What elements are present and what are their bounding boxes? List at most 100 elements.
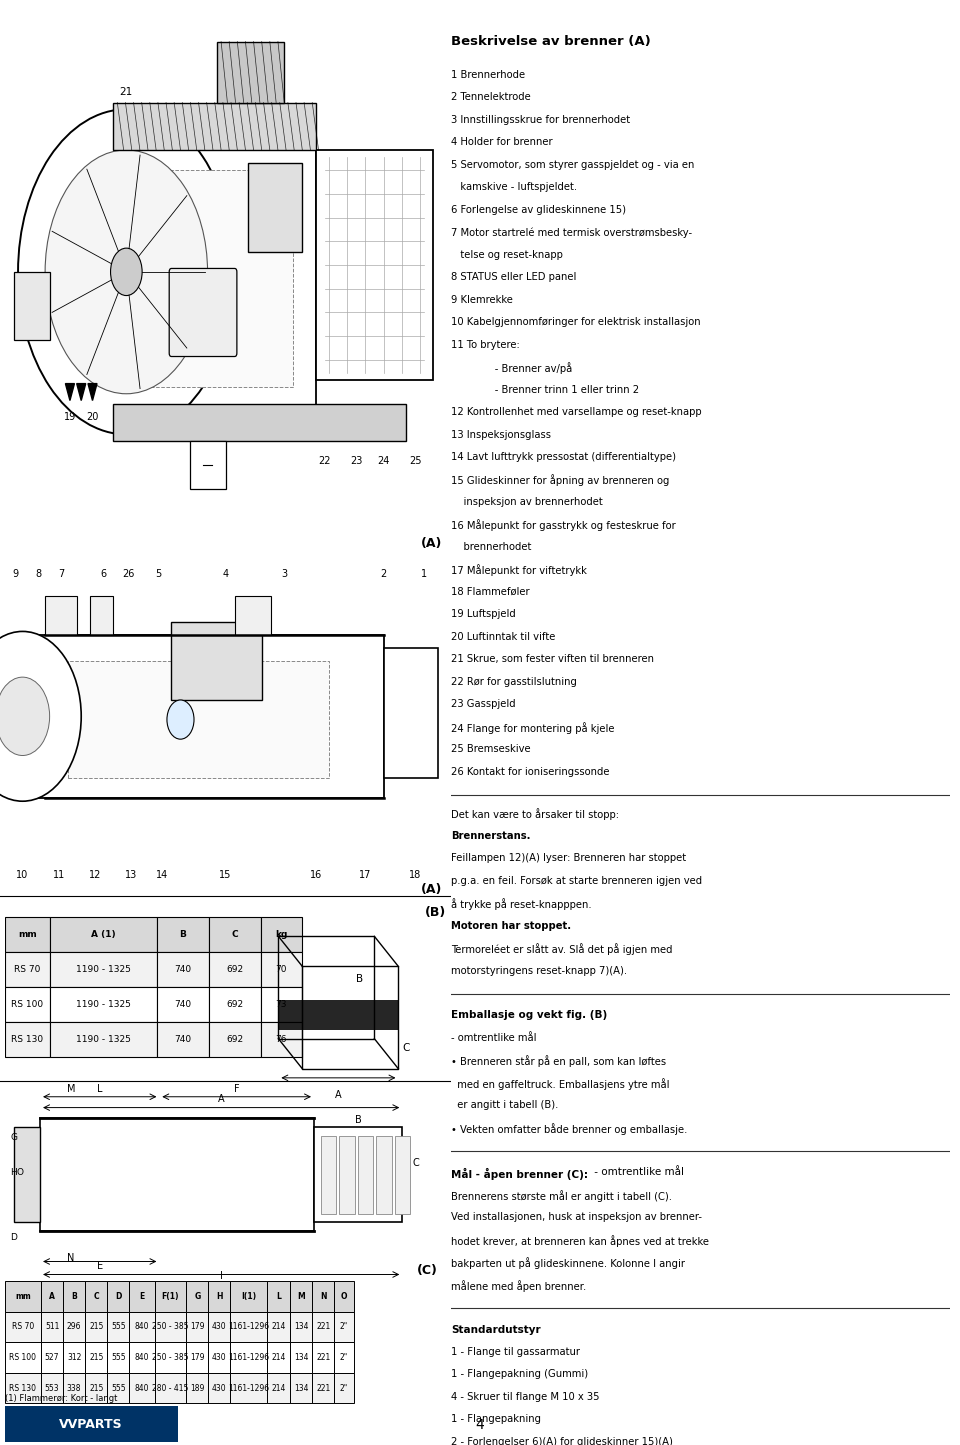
Circle shape (18, 110, 234, 435)
Text: (A): (A) (420, 536, 443, 549)
Text: I: I (220, 1270, 223, 1280)
Text: 73: 73 (276, 1000, 287, 1009)
Bar (267, 1373, 290, 1403)
Text: 25: 25 (409, 457, 421, 467)
Bar (155, 1373, 186, 1403)
Text: 179: 179 (190, 1353, 204, 1363)
Bar (50, 987, 156, 1022)
Text: Motoren har stoppet.: Motoren har stoppet. (451, 920, 571, 931)
Bar (85, 1282, 108, 1312)
Text: O: O (341, 1292, 348, 1300)
Text: 214: 214 (272, 1353, 286, 1363)
Text: 430: 430 (212, 1353, 227, 1363)
Text: 3: 3 (281, 569, 287, 579)
Text: 22: 22 (319, 457, 331, 467)
Text: 9 Klemrekke: 9 Klemrekke (451, 295, 513, 305)
Text: 555: 555 (111, 1383, 126, 1393)
Text: N: N (67, 1253, 75, 1263)
Text: Feillampen 12)(A) lyser: Brenneren har stoppet: Feillampen 12)(A) lyser: Brenneren har s… (451, 854, 686, 864)
Text: hodet krever, at brenneren kan åpnes ved at trekke: hodet krever, at brenneren kan åpnes ved… (451, 1235, 709, 1247)
Text: (C): (C) (417, 1264, 438, 1277)
Circle shape (0, 678, 50, 756)
Text: 25 Bremseskive: 25 Bremseskive (451, 744, 531, 754)
Bar (90, 595, 113, 634)
Polygon shape (77, 383, 85, 400)
Text: 16: 16 (310, 870, 322, 880)
Text: - omtrentlike mål: - omtrentlike mål (451, 1033, 537, 1043)
Text: 1 Brennerhode: 1 Brennerhode (451, 69, 525, 79)
Bar (5, 1342, 41, 1373)
Text: A: A (218, 1094, 225, 1104)
Text: 179: 179 (190, 1322, 204, 1331)
Text: 17: 17 (359, 870, 372, 880)
Text: 6: 6 (101, 569, 107, 579)
Text: telse og reset-knapp: telse og reset-knapp (451, 250, 564, 260)
Text: å trykke på reset-knapppen.: å trykke på reset-knapppen. (451, 899, 591, 910)
Text: 14: 14 (156, 870, 169, 880)
Text: 2: 2 (380, 569, 387, 579)
Text: 23: 23 (350, 457, 363, 467)
Text: - Brenner av/på: - Brenner av/på (451, 363, 572, 374)
Text: 280 - 415: 280 - 415 (153, 1383, 188, 1393)
Text: 3 Innstillingsskrue for brennerhodet: 3 Innstillingsskrue for brennerhodet (451, 116, 631, 124)
Bar (230, 1373, 267, 1403)
Bar (376, 1136, 392, 1214)
Text: 26 Kontakt for ioniseringssonde: 26 Kontakt for ioniseringssonde (451, 767, 610, 776)
Bar (85, 1312, 108, 1342)
Bar (156, 1022, 208, 1056)
Text: 5: 5 (155, 569, 161, 579)
Text: RS 70: RS 70 (14, 965, 40, 974)
Text: 840: 840 (134, 1353, 149, 1363)
Text: 1 - Flangepakning (Gummi): 1 - Flangepakning (Gummi) (451, 1370, 588, 1380)
Text: 2": 2" (340, 1353, 348, 1363)
Text: 70: 70 (276, 965, 287, 974)
Bar (108, 1312, 130, 1342)
Text: 76: 76 (276, 1035, 287, 1043)
Bar (63, 1342, 85, 1373)
Bar (172, 621, 262, 699)
Text: 221: 221 (316, 1322, 330, 1331)
Bar (155, 1312, 186, 1342)
Bar (208, 918, 260, 952)
Text: B: B (71, 1292, 77, 1300)
Text: 2 - Forlengelser 6)(A) for glideskinner 15)(A): 2 - Forlengelser 6)(A) for glideskinner … (451, 1436, 673, 1445)
Bar (186, 1342, 208, 1373)
Text: Mål - åpen brenner (C):: Mål - åpen brenner (C): (451, 1168, 588, 1179)
Text: 296: 296 (67, 1322, 82, 1331)
Text: 15 Glideskinner for åpning av brenneren og: 15 Glideskinner for åpning av brenneren … (451, 474, 669, 487)
Text: 6 Forlengelse av glideskinnene 15): 6 Forlengelse av glideskinnene 15) (451, 205, 626, 215)
Text: (1) Flammerør: Kort - langt: (1) Flammerør: Kort - langt (5, 1394, 117, 1403)
Text: E: E (139, 1292, 145, 1300)
Bar (50, 918, 156, 952)
Bar (41, 1282, 63, 1312)
Bar (5, 952, 50, 987)
Text: 19 Luftspjeld: 19 Luftspjeld (451, 610, 516, 620)
Text: 250 - 385: 250 - 385 (152, 1353, 189, 1363)
Bar (5, 918, 50, 952)
Text: 134: 134 (294, 1353, 308, 1363)
Text: RS 130: RS 130 (12, 1035, 43, 1043)
Bar (395, 1136, 410, 1214)
Bar (85, 1342, 108, 1373)
Text: 1190 - 1325: 1190 - 1325 (76, 965, 131, 974)
Text: Termoreléet er slått av. Slå det på igjen med: Termoreléet er slått av. Slå det på igje… (451, 944, 673, 955)
Text: DRAFT: DRAFT (124, 675, 327, 790)
Bar (260, 918, 302, 952)
Circle shape (167, 699, 194, 740)
Bar (234, 595, 271, 634)
Text: - omtrentlike mål: - omtrentlike mål (591, 1168, 684, 1178)
Bar (339, 1136, 354, 1214)
Bar (260, 952, 302, 987)
Text: B: B (354, 1114, 362, 1124)
Bar (230, 1342, 267, 1373)
Text: 12: 12 (88, 870, 101, 880)
Text: 17 Målepunkt for viftetrykk: 17 Målepunkt for viftetrykk (451, 565, 588, 577)
Text: A: A (335, 1090, 342, 1100)
Bar (186, 1312, 208, 1342)
Circle shape (110, 249, 142, 296)
Bar (108, 1373, 130, 1403)
Text: L: L (97, 1084, 103, 1094)
Text: 18 Flammeføler: 18 Flammeføler (451, 587, 530, 597)
Text: 1161-1296: 1161-1296 (228, 1383, 270, 1393)
Text: 10: 10 (16, 870, 29, 880)
